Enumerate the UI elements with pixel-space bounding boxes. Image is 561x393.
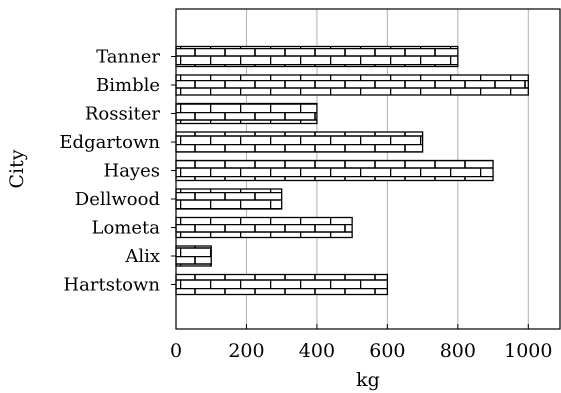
x-tick-label: 1000 bbox=[504, 340, 552, 362]
x-axis-label: kg bbox=[356, 369, 380, 391]
bar-tanner bbox=[175, 45, 459, 68]
bar-rossiter bbox=[175, 102, 318, 125]
y-category-label: Rossiter bbox=[85, 104, 161, 125]
y-category-label: Hayes bbox=[104, 161, 161, 182]
bar-edgartown bbox=[175, 131, 424, 153]
y-category-label: Edgartown bbox=[59, 132, 160, 153]
x-tick-label: 600 bbox=[369, 340, 405, 362]
x-tick-label: 800 bbox=[440, 340, 476, 362]
x-tick-label: 0 bbox=[170, 340, 182, 362]
bar-hayes bbox=[175, 159, 494, 182]
bar-hartstown bbox=[175, 273, 389, 296]
plot-frame bbox=[175, 8, 561, 330]
bar-bimble bbox=[175, 74, 529, 96]
y-category-label: Tanner bbox=[96, 47, 160, 68]
bar-lometa bbox=[175, 216, 353, 239]
y-category-label: Bimble bbox=[96, 75, 160, 96]
bar-dellwood bbox=[175, 188, 283, 210]
y-category-label: Hartstown bbox=[63, 275, 160, 296]
y-category-label: Lometa bbox=[92, 218, 161, 239]
bars bbox=[175, 45, 529, 296]
y-axis-label: City bbox=[6, 149, 28, 188]
x-axis-ticks: 0 200 400 600 800 1000 bbox=[170, 324, 552, 362]
x-tick-label: 400 bbox=[299, 340, 335, 362]
x-tick-label: 200 bbox=[228, 340, 264, 362]
y-category-label: Alix bbox=[124, 246, 160, 267]
y-category-label: Dellwood bbox=[75, 189, 160, 210]
bar-alix bbox=[175, 245, 212, 267]
y-axis-categories: Tanner Bimble Rossiter Edgartown Hayes Dellwo… bbox=[59, 47, 176, 296]
